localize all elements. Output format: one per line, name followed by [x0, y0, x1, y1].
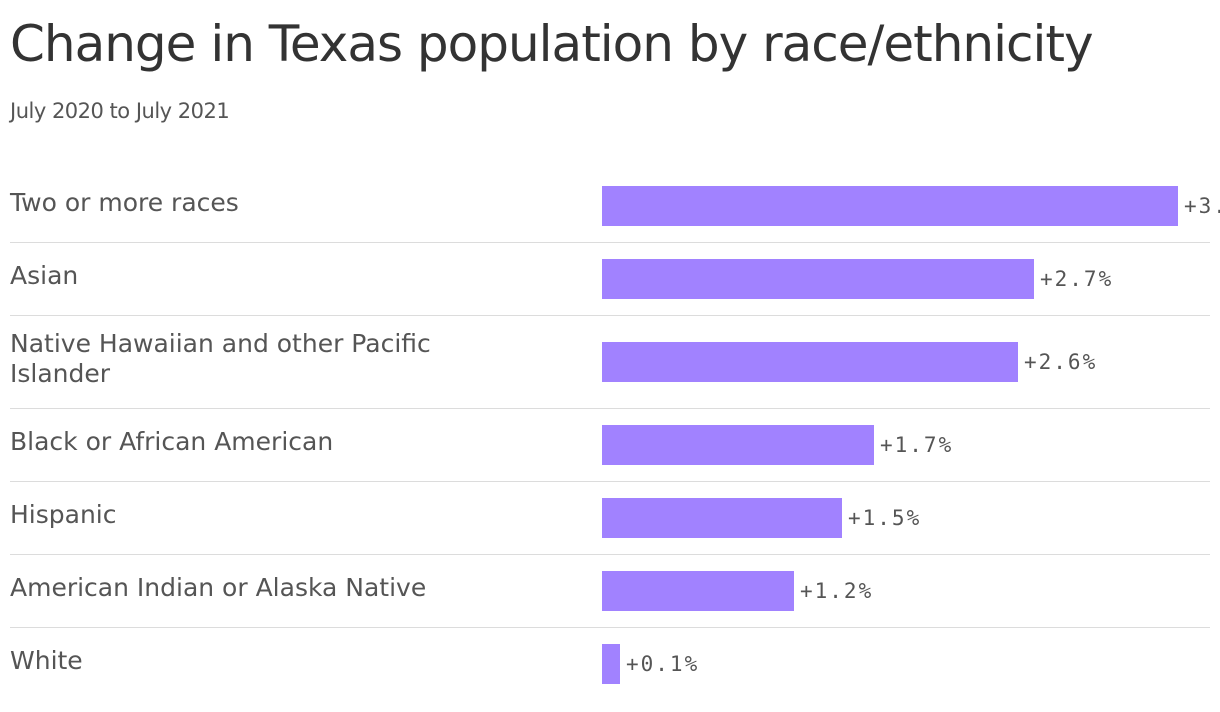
chart-row: Black or African American +1.7%: [10, 409, 1210, 482]
category-label: Two or more races: [10, 188, 239, 217]
chart-row: Hispanic +1.5%: [10, 482, 1210, 555]
bar: [602, 186, 1178, 226]
category-label: Hispanic: [10, 500, 117, 529]
value-label: +1.7%: [880, 433, 954, 457]
value-label: +2.7%: [1040, 267, 1114, 291]
category-label: Native Hawaiian and other Pacific Island…: [10, 329, 431, 388]
bar: [602, 259, 1034, 299]
chart-row: Asian +2.7%: [10, 243, 1210, 316]
category-label: Black or African American: [10, 427, 334, 456]
chart-row: Two or more races +3.6%: [10, 170, 1220, 243]
value-label: +1.2%: [800, 579, 874, 603]
chart-subtitle: July 2020 to July 2021: [10, 99, 230, 123]
value-label: +2.6%: [1024, 350, 1098, 374]
category-label: Asian: [10, 261, 79, 290]
chart-row: American Indian or Alaska Native +1.2%: [10, 555, 1210, 628]
bar-chart: Two or more races +3.6% Asian +2.7% Native H…: [10, 170, 1220, 700]
bar: [602, 425, 874, 465]
category-label: American Indian or Alaska Native: [10, 573, 427, 602]
value-label: +1.5%: [848, 506, 922, 530]
bar: [602, 571, 794, 611]
value-label: +0.1%: [626, 652, 700, 676]
bar: [602, 342, 1018, 382]
category-label: White: [10, 646, 83, 675]
chart-row: Native Hawaiian and other Pacific Island…: [10, 316, 1210, 409]
chart-row: White +0.1%: [10, 628, 1210, 700]
bar: [602, 498, 842, 538]
bar: [602, 644, 620, 684]
chart-title: Change in Texas population by race/ethni…: [10, 15, 1094, 73]
value-label: +3.6%: [1184, 194, 1220, 218]
